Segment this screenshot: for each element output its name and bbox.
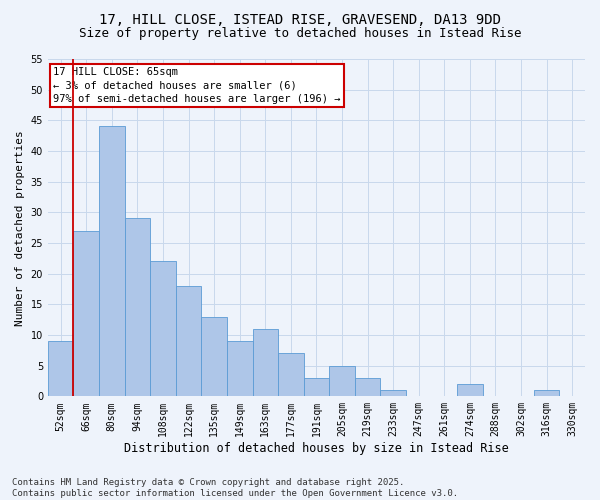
Bar <box>304 378 329 396</box>
Text: 17, HILL CLOSE, ISTEAD RISE, GRAVESEND, DA13 9DD: 17, HILL CLOSE, ISTEAD RISE, GRAVESEND, … <box>99 12 501 26</box>
Bar <box>125 218 150 396</box>
Text: Contains HM Land Registry data © Crown copyright and database right 2025.
Contai: Contains HM Land Registry data © Crown c… <box>12 478 458 498</box>
Bar <box>73 230 99 396</box>
Bar <box>48 341 73 396</box>
Bar <box>202 316 227 396</box>
Bar <box>534 390 559 396</box>
Text: 17 HILL CLOSE: 65sqm
← 3% of detached houses are smaller (6)
97% of semi-detache: 17 HILL CLOSE: 65sqm ← 3% of detached ho… <box>53 68 341 104</box>
Text: Size of property relative to detached houses in Istead Rise: Size of property relative to detached ho… <box>79 28 521 40</box>
Y-axis label: Number of detached properties: Number of detached properties <box>15 130 25 326</box>
Bar <box>150 262 176 396</box>
Bar <box>99 126 125 396</box>
Bar <box>278 354 304 397</box>
Bar <box>227 341 253 396</box>
X-axis label: Distribution of detached houses by size in Istead Rise: Distribution of detached houses by size … <box>124 442 509 455</box>
Bar <box>176 286 202 397</box>
Bar <box>380 390 406 396</box>
Bar <box>457 384 482 396</box>
Bar <box>253 329 278 396</box>
Bar <box>329 366 355 396</box>
Bar <box>355 378 380 396</box>
